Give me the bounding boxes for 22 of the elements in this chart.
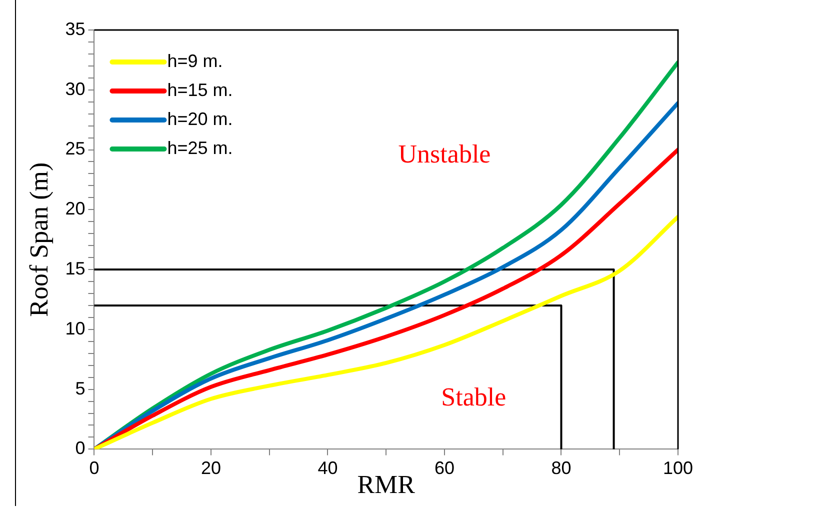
x-tick-label: 0 xyxy=(89,458,100,478)
x-tick-label: 80 xyxy=(551,458,572,478)
y-tick-label: 10 xyxy=(65,318,86,338)
legend-label: h=15 m. xyxy=(167,80,233,100)
legend-label: h=9 m. xyxy=(167,50,223,71)
x-tick-label: 20 xyxy=(200,458,221,478)
x-tick-label: 60 xyxy=(434,458,455,478)
y-axis-title: Roof Span (m) xyxy=(24,162,54,317)
y-tick-label: 20 xyxy=(65,198,86,219)
y-tick-label: 0 xyxy=(75,438,86,458)
annotation: Stable xyxy=(441,382,506,412)
x-axis-title: RMR xyxy=(357,470,416,500)
y-tick-label: 35 xyxy=(65,18,86,39)
legend-label: h=20 m. xyxy=(167,108,233,129)
y-tick-label: 5 xyxy=(75,378,86,398)
legend-label: h=25 m. xyxy=(167,138,233,158)
y-tick-label: 25 xyxy=(65,138,86,159)
annotation: Unstable xyxy=(398,140,491,169)
y-tick-label: 15 xyxy=(65,258,86,279)
x-tick-label: 40 xyxy=(318,458,338,478)
y-tick-label: 30 xyxy=(65,78,86,99)
x-tick-label: 100 xyxy=(662,458,694,478)
